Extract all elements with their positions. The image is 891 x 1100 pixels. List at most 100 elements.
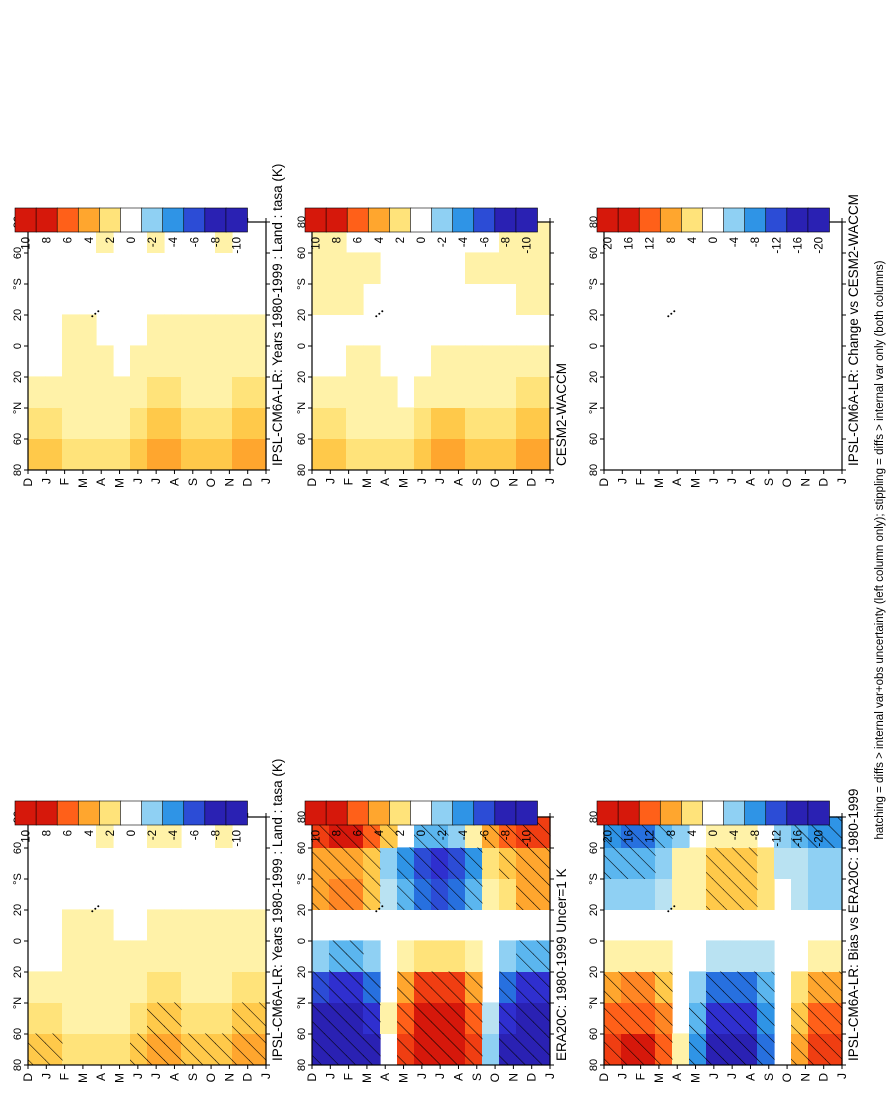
colorbar-label: 12 [645,830,657,843]
colorbar-label: 8 [42,237,54,243]
month-tick-label: M [76,478,90,488]
hatch-mark [448,1002,466,1034]
heatmap-cell [215,407,233,439]
colorbar-label: -4 [458,236,470,247]
heatmap-cell [482,847,500,879]
stipple-dot [670,312,673,315]
heatmap-cell [465,252,483,284]
lat-tick-label: 20 [296,966,308,978]
heatmap-cell [723,940,741,972]
hatch-mark [499,847,517,879]
month-tick-label: S [186,478,200,486]
month-tick-label: O [204,478,218,487]
colorbar-swatch [765,800,788,826]
lat-tick-label: 0 [296,343,308,349]
hatch-mark [604,1002,622,1034]
month-tick-label: J [615,478,629,484]
hatch-mark [740,1002,758,1034]
colorbar-swatch [56,207,80,233]
heatmap-cell [825,940,843,972]
heatmap-cell [79,376,97,408]
hatch-mark [397,971,415,1003]
colorbar-label: -10 [231,830,243,847]
heatmap-cell [62,314,80,346]
hatch-mark [655,1002,673,1034]
heatmap-cell [363,438,381,470]
month-tick-label: J [323,1073,337,1079]
heatmap-cell [499,940,517,972]
heatmap-cell [516,283,534,315]
heatmap-cell [96,376,114,408]
heatmap-cell [113,438,131,470]
heatmap-cell [791,971,809,1003]
hatch-mark [414,878,432,910]
colorbar-label: -4 [729,829,741,840]
lat-tick-label: °S [296,278,308,290]
heatmap-cell [198,909,216,941]
heatmap-cell [79,1002,97,1034]
lat-tick-label: 20 [588,371,600,383]
hatch-mark [130,1033,148,1065]
colorbar-label: -10 [521,237,533,254]
panel-4: D J F M A M J J A S O N D J8060°N20020°S6080CESM2-WAC… [296,216,569,488]
colorbar-swatch [183,207,206,233]
month-tick-label: D [597,478,611,487]
hatch-mark [740,847,758,879]
hatch-mark [346,1002,364,1034]
month-tick-label: D [817,1073,831,1082]
colorbar-swatch [162,800,185,826]
heatmap-cell [62,1002,80,1034]
lat-tick-label: 80 [12,1059,24,1071]
colorbar-swatch [410,207,433,233]
heatmap-cell [164,971,182,1003]
colorbar-swatch [389,207,412,233]
hatch-mark [516,878,534,910]
hatch-mark [791,1033,809,1065]
month-tick-label: A [670,478,684,486]
heatmap-cell [346,438,364,470]
month-tick-label: A [451,478,465,486]
heatmap-cell [113,376,131,408]
hatch-mark [604,847,622,879]
month-tick-label: J [725,478,739,484]
heatmap-cell [113,1002,131,1034]
colorbar-swatch [99,800,122,826]
colorbar-label: -12 [771,830,783,847]
heatmap-cell [638,878,656,910]
heatmap-cell [113,407,131,439]
hatch-mark [397,847,415,879]
stipple-dot [378,907,381,910]
hatch-mark [825,1033,843,1065]
heatmap-cell [215,345,233,377]
hatch-mark [448,847,466,879]
lat-tick-label: 0 [588,938,600,944]
hatch-mark [757,1033,775,1065]
colorbar-swatch [389,800,412,826]
hatch-mark [655,971,673,1003]
month-tick-label: M [360,1073,374,1083]
heatmap-cell [79,407,97,439]
heatmap-cell [198,438,216,470]
hatch-mark [533,971,551,1003]
lat-tick-label: °S [296,873,308,885]
hatch-mark [723,971,741,1003]
heatmap-cell [249,345,267,377]
heatmap-cell [62,376,80,408]
month-tick-label: M [113,478,127,488]
heatmap-cell [414,940,432,972]
hatch-mark [723,1033,741,1065]
hatch-mark [312,971,330,1003]
colorbar-label: 6 [63,830,75,836]
heatmap-cell [249,314,267,346]
heatmap-cell [825,847,843,879]
heatmap-cell [380,407,398,439]
colorbar-swatch [723,800,746,826]
colorbar-label: -6 [189,237,201,247]
heatmap-cell [62,971,80,1003]
hatch-mark [147,1033,165,1065]
month-tick-label: J [131,1073,145,1079]
colorbar-label: -8 [750,830,762,840]
hatch-mark [363,847,381,879]
heatmap-cell [414,438,432,470]
heatmap-cell [465,407,483,439]
